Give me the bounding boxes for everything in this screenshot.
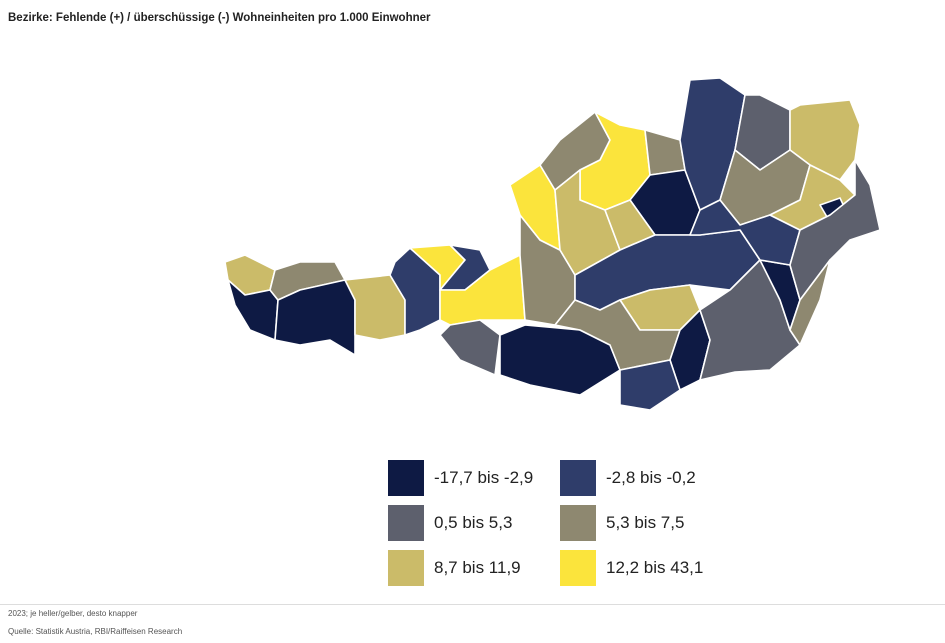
district	[789, 259, 831, 346]
district	[274, 279, 356, 356]
legend-label: 5,3 bis 7,5	[606, 513, 685, 532]
legend-item: 12,2 bis 43,1	[560, 548, 703, 588]
legend-swatch	[388, 505, 424, 541]
legend-swatch	[560, 550, 596, 586]
legend-item: 8,7 bis 11,9	[388, 548, 521, 588]
legend-item: 5,3 bis 7,5	[560, 503, 684, 543]
legend-label: 12,2 bis 43,1	[606, 558, 704, 577]
legend-item: 0,5 bis 5,3	[388, 503, 512, 543]
legend-label: -2,8 bis -0,2	[606, 468, 696, 487]
district	[439, 319, 501, 376]
legend-swatch	[388, 460, 424, 496]
legend-label: 8,7 bis 11,9	[434, 558, 521, 577]
source: Quelle: Statistik Austria, RBI/Raiffeise…	[8, 627, 183, 636]
district	[644, 129, 686, 176]
districts	[224, 77, 881, 411]
legend-swatch	[388, 550, 424, 586]
footnote: 2023; je heller/gelber, desto knapper	[8, 609, 138, 618]
divider	[0, 604, 945, 605]
legend-item: -2,8 bis -0,2	[560, 458, 696, 498]
district	[619, 359, 681, 411]
map-title: Bezirke: Fehlende (+) / überschüssige (-…	[8, 12, 431, 24]
legend-item: -17,7 bis -2,9	[388, 458, 533, 498]
legend-label: 0,5 bis 5,3	[434, 513, 513, 532]
legend-label: -17,7 bis -2,9	[434, 468, 534, 487]
legend-swatch	[560, 505, 596, 541]
austria-map	[224, 77, 881, 411]
legend-swatch	[560, 460, 596, 496]
